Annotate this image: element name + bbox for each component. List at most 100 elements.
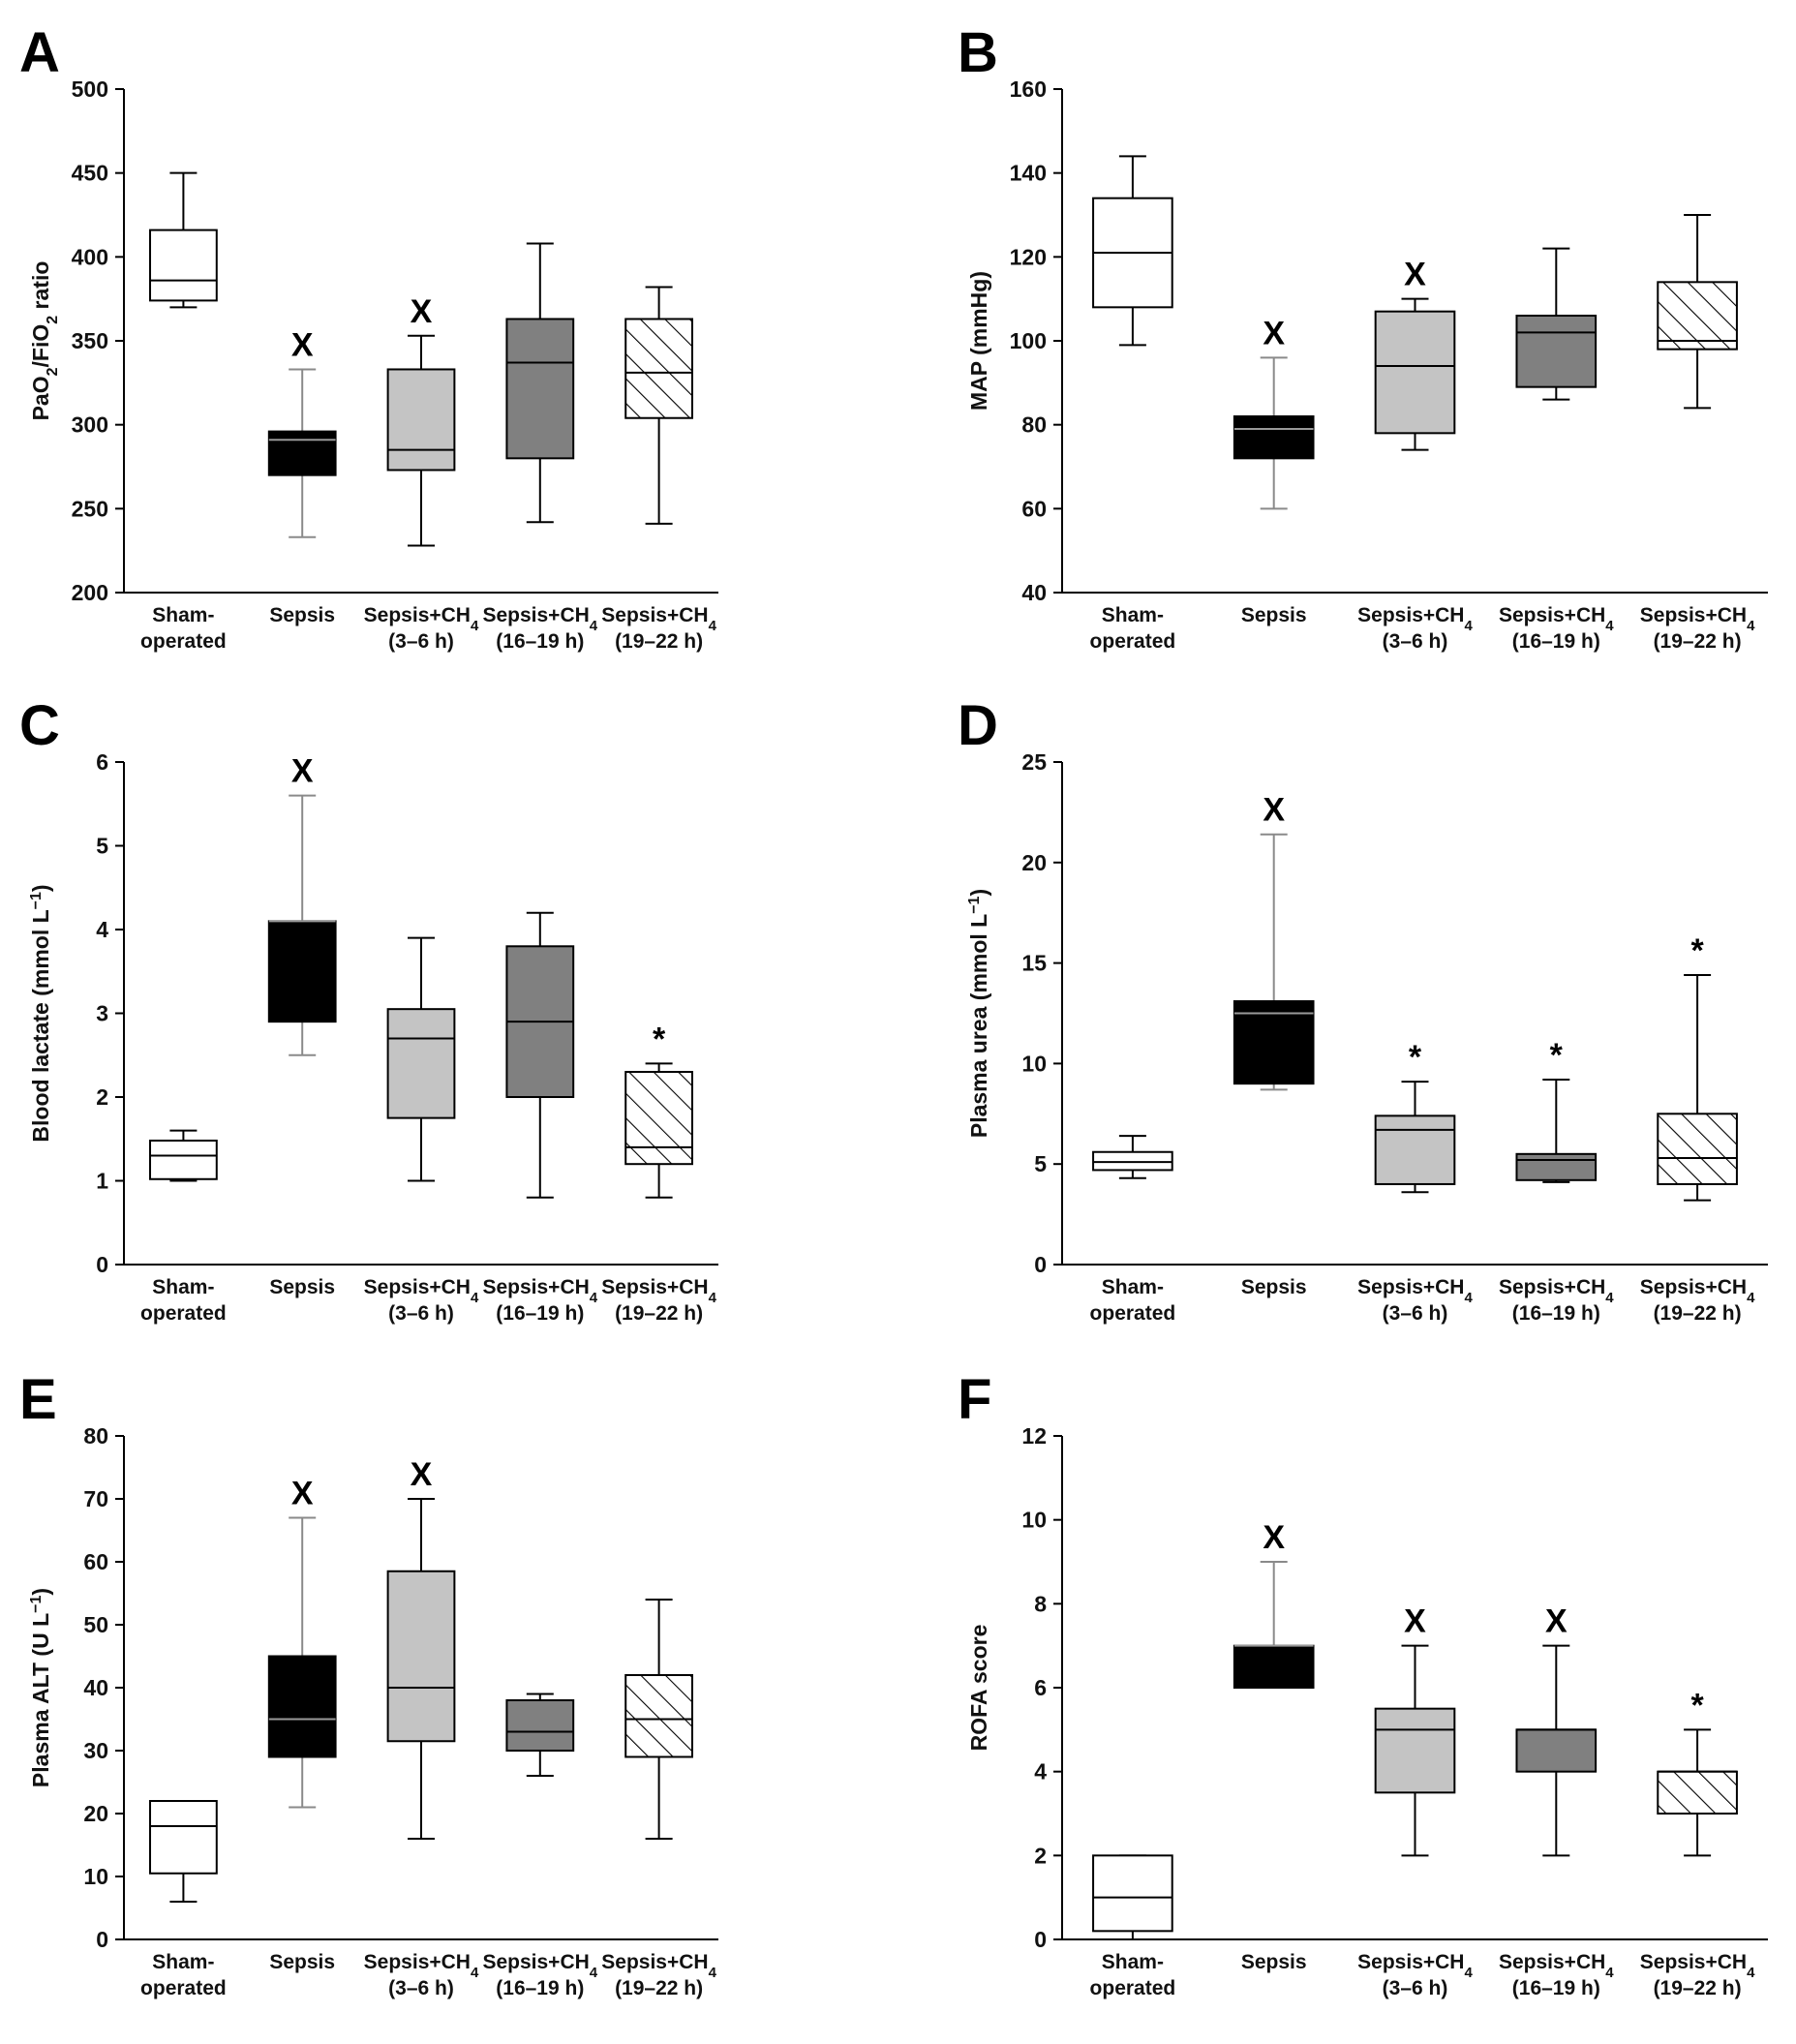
y-tick-label: 4: [1034, 1759, 1047, 1785]
y-tick-label: 80: [83, 1423, 108, 1449]
y-tick-label: 160: [1010, 76, 1047, 102]
box-iqr: [149, 1800, 218, 1875]
box-1: [149, 1129, 218, 1182]
category-label-line2: operated: [140, 1977, 227, 1999]
category-label-line2: (3–6 h): [1383, 1302, 1448, 1325]
y-tick-label: 40: [83, 1675, 108, 1700]
box-iqr: [505, 1699, 575, 1752]
y-tick-label: 0: [96, 1927, 108, 1952]
category-label: Sepsis+CH4: [1640, 604, 1755, 634]
y-tick-label: 8: [1034, 1591, 1047, 1616]
box-1: [149, 171, 218, 309]
category-label: Sepsis: [1241, 604, 1307, 626]
category-label: Sepsis+CH4: [364, 1276, 479, 1306]
box-iqr: [267, 920, 337, 1023]
y-tick-label: 20: [83, 1801, 108, 1826]
category-label-line2: (19–22 h): [615, 1977, 703, 1999]
box-iqr: [1515, 1728, 1598, 1773]
box-iqr: [1515, 315, 1598, 388]
category-label-line2: (16–19 h): [496, 630, 584, 653]
panel-f: F 0 2 4 6 8 10 12 ROFA score Sham-operated Sepsis S…: [958, 1368, 1768, 1999]
box-3: X: [1374, 1603, 1456, 1857]
y-tick-label: 60: [1021, 496, 1047, 521]
category-label-line2: (16–19 h): [496, 1977, 584, 1999]
box-iqr: [1374, 1114, 1456, 1185]
y-tick-label: 200: [72, 580, 108, 605]
box-5: [624, 286, 693, 525]
box-iqr: [1657, 1770, 1738, 1815]
significance-mark-asterisk: *: [1409, 1039, 1422, 1076]
category-label-line2: (3–6 h): [388, 630, 454, 653]
significance-mark-x: X: [1545, 1603, 1568, 1640]
box-3: X: [386, 293, 456, 547]
y-tick-label: 10: [1021, 1051, 1047, 1076]
y-tick-label: 2: [1034, 1843, 1047, 1868]
box-1: [1092, 1854, 1173, 1940]
category-label: Sham-: [152, 1276, 214, 1298]
panel-b: B 40 60 80 100 120 140 160 MAP (mmHg) Sham-operat…: [958, 21, 1768, 653]
y-tick-label: 120: [1010, 244, 1047, 269]
y-axis-label: ROFA score: [966, 1625, 991, 1752]
significance-mark-x: X: [291, 1476, 314, 1512]
box-2: X: [267, 1476, 337, 1809]
y-tick-label: 400: [72, 244, 108, 269]
y-tick-label: 50: [83, 1612, 108, 1637]
box-5: [624, 1599, 693, 1840]
category-label-line2: (16–19 h): [496, 1302, 584, 1325]
y-tick-label: 0: [96, 1252, 108, 1277]
box-1: [1092, 155, 1173, 347]
significance-mark-x: X: [411, 1456, 433, 1493]
box-3: *: [1374, 1039, 1456, 1194]
category-label-line2: (19–22 h): [1654, 630, 1742, 653]
category-label: Sepsis+CH4: [1357, 604, 1473, 634]
category-label: Sepsis+CH4: [1357, 1951, 1473, 1981]
category-label: Sham-: [152, 1951, 214, 1973]
box-iqr: [386, 1570, 456, 1743]
category-label: Sham-: [1102, 1276, 1164, 1298]
box-2: X: [1233, 315, 1315, 510]
box-iqr: [1233, 415, 1315, 460]
box-4: [505, 911, 575, 1199]
box-5: [1657, 214, 1738, 410]
y-tick-label: 10: [1021, 1508, 1047, 1533]
y-tick-label: 6: [1034, 1675, 1047, 1700]
box-iqr: [1233, 1644, 1315, 1689]
panel-letter: D: [958, 694, 998, 757]
y-tick-label: 80: [1021, 412, 1047, 438]
box-iqr: [267, 1655, 337, 1758]
significance-mark-asterisk: *: [1550, 1037, 1564, 1074]
category-label: Sham-: [1102, 604, 1164, 626]
box-iqr: [1374, 1707, 1456, 1794]
category-label-line2: operated: [1090, 630, 1176, 653]
y-tick-label: 12: [1021, 1423, 1047, 1449]
category-label-line2: (3–6 h): [1383, 1977, 1448, 1999]
category-label: Sepsis+CH4: [601, 1276, 716, 1306]
y-tick-label: 70: [83, 1486, 108, 1511]
category-label: Sepsis+CH4: [1499, 1276, 1614, 1306]
significance-mark-asterisk: *: [1690, 1687, 1704, 1724]
box-4: [1515, 247, 1598, 401]
panel-letter: E: [19, 1368, 57, 1431]
y-axis-label: Blood lactate (mmol L−1): [28, 884, 54, 1142]
box-iqr: [1374, 310, 1456, 435]
box-iqr: [267, 430, 337, 476]
box-2: X: [1233, 1519, 1315, 1689]
box-iqr: [149, 229, 218, 302]
panel-letter: F: [958, 1368, 991, 1431]
y-tick-label: 60: [83, 1549, 108, 1574]
y-tick-label: 300: [72, 412, 108, 438]
box-iqr: [624, 1071, 693, 1166]
category-label: Sepsis+CH4: [482, 1951, 597, 1981]
box-4: *: [1515, 1037, 1598, 1183]
box-iqr: [505, 318, 575, 460]
category-label: Sepsis+CH4: [364, 1951, 479, 1981]
significance-mark-x: X: [1404, 257, 1426, 293]
y-tick-label: 350: [72, 328, 108, 353]
y-tick-label: 15: [1021, 951, 1047, 976]
category-label: Sepsis+CH4: [482, 1276, 597, 1306]
significance-mark-x: X: [1263, 1519, 1285, 1556]
box-1: [149, 1800, 218, 1903]
significance-mark-x: X: [291, 326, 314, 363]
box-4: [505, 1693, 575, 1777]
